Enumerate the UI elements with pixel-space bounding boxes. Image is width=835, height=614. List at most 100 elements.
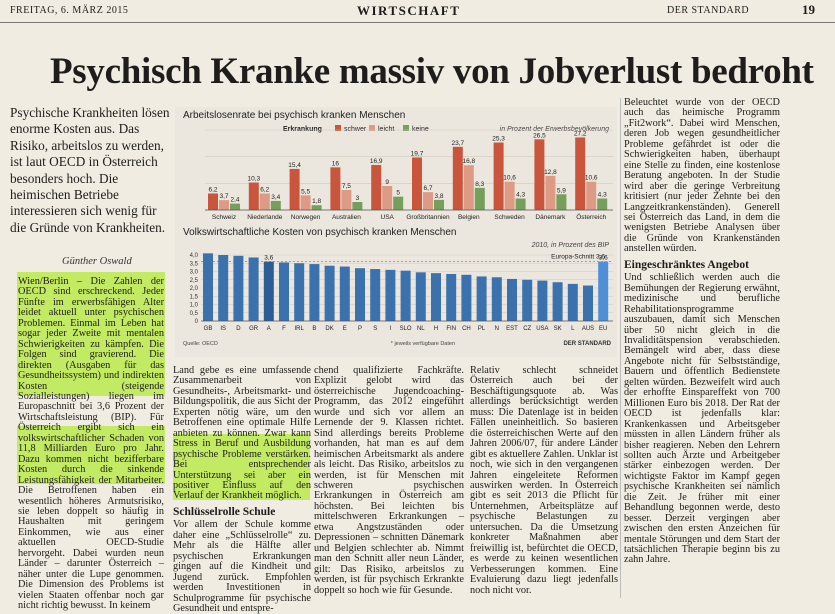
body-paragraph: Und schließlich werden auch die Bemühung…	[624, 272, 780, 566]
category-label: F	[282, 326, 286, 332]
category-label: EST	[506, 326, 518, 332]
data-label: 3,8	[434, 193, 443, 200]
y-tick-label: 2,0	[190, 286, 199, 292]
data-label: 16,8	[462, 158, 475, 165]
category-label: P	[358, 326, 362, 332]
bar	[545, 175, 556, 210]
bar	[300, 195, 311, 210]
category-label: USA	[536, 326, 548, 332]
bar	[270, 200, 281, 210]
chart-1-legend-title: Erkrankung	[283, 126, 322, 133]
bar	[534, 139, 545, 210]
legend-label-keine: keine	[412, 126, 429, 133]
bar	[370, 269, 381, 321]
bar	[461, 274, 472, 321]
lead-text: Psychische Krankheiten lösen enorme Kost…	[10, 105, 170, 235]
bar	[493, 142, 504, 210]
bar	[339, 266, 350, 321]
category-label: AUS	[582, 326, 594, 332]
bar	[537, 280, 548, 321]
y-tick-label: 3,0	[190, 270, 199, 276]
category-label: NL	[417, 326, 425, 332]
highlight-marker	[17, 426, 165, 484]
bar	[412, 157, 422, 210]
data-label: 1,8	[312, 198, 321, 205]
category-label: S	[373, 326, 377, 332]
category-label: Niederlande	[247, 214, 282, 221]
data-label: 6,2	[208, 186, 217, 193]
newspaper-name: DER STANDARD	[667, 5, 750, 16]
body-column-3: chend qualifizierte Fachkräfte. Explizit…	[314, 365, 464, 596]
data-label: 3,6	[599, 255, 608, 262]
data-label: 6,7	[423, 185, 432, 192]
bar	[259, 193, 270, 210]
bar	[382, 186, 393, 210]
category-label: Australien	[332, 214, 361, 221]
data-label: 16	[332, 160, 340, 167]
data-label: 7,5	[342, 183, 351, 190]
chart-credit: DER STANDARD	[563, 341, 611, 347]
data-label: 4,3	[516, 192, 525, 199]
bar	[289, 168, 300, 210]
bar	[567, 283, 578, 321]
data-label: 9	[385, 179, 389, 186]
bar	[575, 137, 586, 210]
legend-label-leicht: leicht	[378, 126, 394, 133]
category-label: Dänemark	[535, 214, 566, 221]
data-label: 2,4	[230, 197, 239, 204]
bar	[507, 278, 517, 321]
bar	[446, 273, 457, 321]
data-label: 26,5	[533, 132, 546, 139]
bar	[474, 187, 485, 210]
data-label: 16,9	[370, 158, 383, 165]
category-label: IS	[220, 326, 226, 332]
data-label: 8,3	[475, 181, 484, 188]
category-label: GB	[204, 326, 213, 332]
bar	[279, 262, 289, 321]
bar	[294, 263, 305, 321]
data-label: 15,4	[288, 162, 301, 169]
data-label: 3,6	[264, 255, 273, 262]
body-paragraph: Land gebe es eine umfassende Zusammenarb…	[173, 365, 311, 502]
issue-date: FREITAG, 6. MÄRZ 2015	[10, 5, 129, 16]
bar	[311, 205, 322, 210]
legend-swatch-leicht	[369, 125, 375, 131]
bar	[218, 255, 229, 321]
category-label: N	[495, 326, 499, 332]
category-label: I	[390, 326, 392, 332]
bar	[263, 261, 274, 321]
category-label: CH	[462, 326, 471, 332]
data-label: 10,3	[247, 176, 260, 183]
data-label: 19,7	[411, 150, 424, 157]
legend-label-schwer: schwer	[344, 126, 367, 133]
data-label: 3,7	[219, 193, 228, 200]
bar	[400, 270, 411, 321]
body-column-2: Land gebe es eine umfassende Zusammenarb…	[173, 365, 311, 614]
chart-1-subtitle: in Prozent der Erwerbsbevölkerung	[500, 126, 609, 133]
bar	[324, 265, 335, 321]
y-tick-label: 2,5	[190, 278, 199, 284]
category-label: L	[571, 326, 575, 332]
bar	[556, 194, 567, 210]
chart-1-title: Arbeitslosenrate bei psychisch kranken M…	[183, 110, 405, 121]
category-label: A	[267, 326, 271, 332]
y-tick-label: 4,0	[190, 253, 199, 259]
bar	[330, 167, 341, 210]
bar	[423, 192, 433, 210]
category-label: EU	[599, 326, 607, 332]
subheading: Eingeschränktes Angebot	[624, 258, 749, 271]
author: Günther Oswald	[62, 256, 132, 267]
bar	[233, 255, 244, 321]
category-label: Schweiz	[212, 214, 236, 221]
bar	[371, 164, 382, 210]
category-label: Belgien	[458, 214, 480, 221]
category-label: Österreich	[576, 213, 606, 221]
bar	[393, 196, 404, 210]
source-note: Quelle: OECD	[183, 341, 218, 347]
bar	[309, 264, 320, 321]
data-label: 10,6	[503, 175, 516, 182]
data-label: 3,4	[271, 194, 280, 201]
category-label: FIN	[446, 326, 456, 332]
data-label: 6,2	[260, 186, 269, 193]
legend-swatch-schwer	[335, 125, 341, 131]
